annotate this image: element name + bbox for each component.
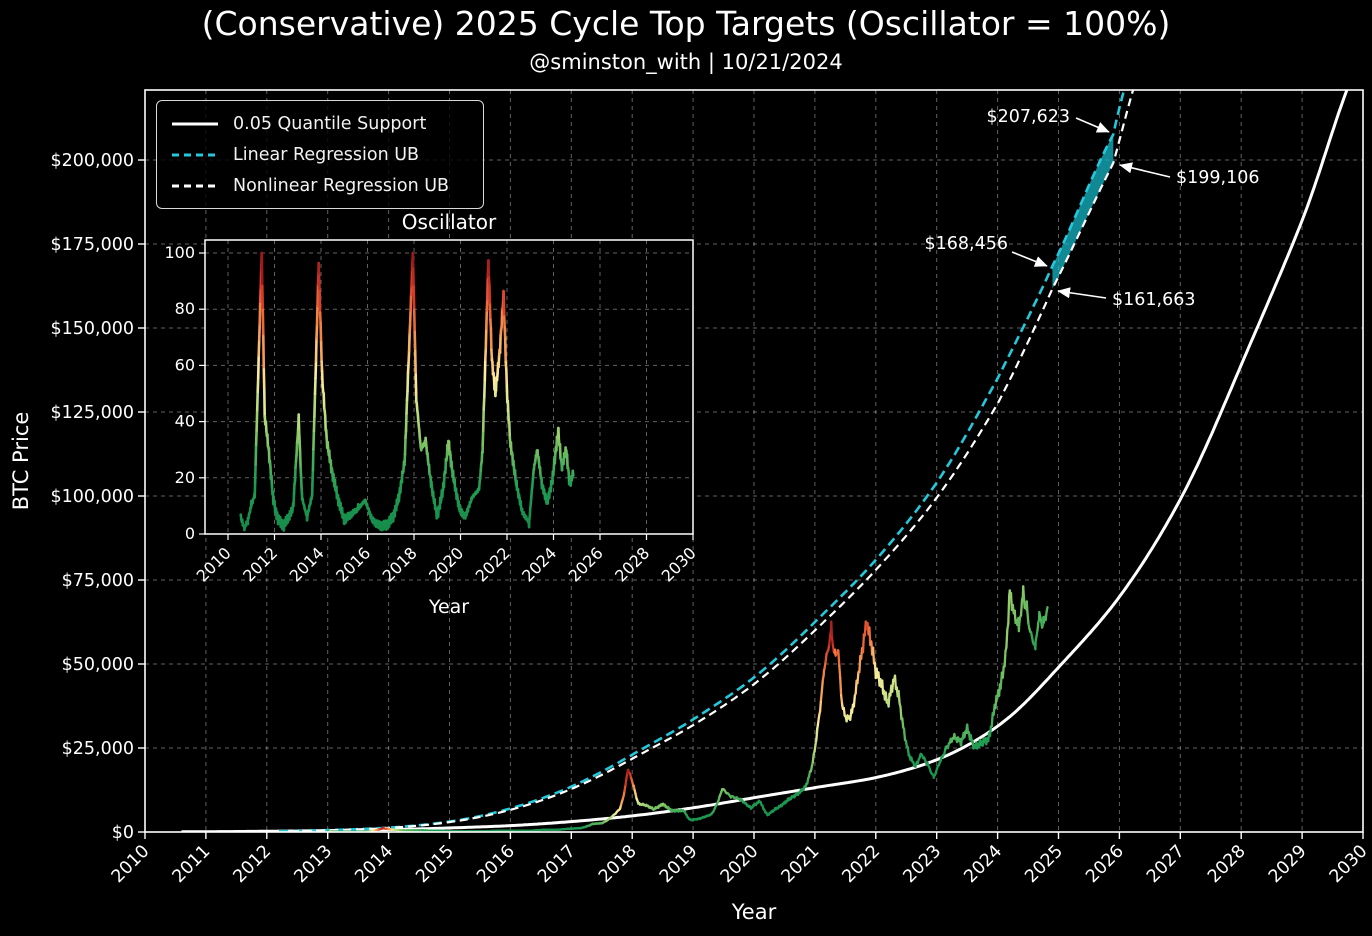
legend-item-label: 0.05 Quantile Support xyxy=(233,113,427,134)
inset-x-tick-label: 2012 xyxy=(239,543,281,585)
x-tick-label: 2022 xyxy=(839,841,885,887)
inset-y-tick-label: 60 xyxy=(175,355,195,374)
x-tick-label: 2027 xyxy=(1143,841,1189,887)
y-tick-label: $175,000 xyxy=(50,235,134,255)
x-tick-label: 2014 xyxy=(351,841,397,887)
target-band-fill xyxy=(1052,134,1114,289)
inset-x-tick-label: 2016 xyxy=(332,543,374,585)
x-tick-label: 2021 xyxy=(778,841,824,887)
y-axis-label: BTC Price xyxy=(9,412,33,511)
inset-x-tick-label: 2020 xyxy=(425,543,467,585)
annotation-label: $161,663 xyxy=(1112,290,1196,310)
y-tick-label: $150,000 xyxy=(50,319,134,339)
x-tick-label: 2025 xyxy=(1021,841,1067,887)
x-tick-label: 2030 xyxy=(1326,841,1372,887)
annotation-199106: $199,106 xyxy=(1119,162,1260,188)
annotation-168456: $168,456 xyxy=(924,234,1048,267)
y-tick-label: $200,000 xyxy=(50,151,134,171)
x-tick-label: 2012 xyxy=(230,841,276,887)
x-tick-label: 2016 xyxy=(473,841,519,887)
inset-title: Oscillator xyxy=(402,210,497,234)
legend-item-quantile: 0.05 Quantile Support xyxy=(171,108,473,139)
x-tick-label: 2028 xyxy=(1204,841,1250,887)
inset-y-tick-label: 40 xyxy=(175,412,195,431)
x-tick-label: 2017 xyxy=(534,841,580,887)
y-tick-label: $75,000 xyxy=(62,571,134,591)
inset-y-tick-label: 0 xyxy=(185,524,195,543)
y-tick-label: $125,000 xyxy=(50,403,134,423)
inset-frame xyxy=(204,239,694,535)
annotation-arrow xyxy=(1057,287,1107,299)
inset-x-axis-label: Year xyxy=(428,596,469,618)
x-tick-label: 2010 xyxy=(108,841,154,887)
legend-item-label: Nonlinear Regression UB xyxy=(233,175,450,196)
y-tick-label: $100,000 xyxy=(50,487,134,507)
x-tick-label: 2019 xyxy=(656,841,702,887)
legend-item-nonlinear-ub: Nonlinear Regression UB xyxy=(171,170,473,201)
legend-item-linear-ub: Linear Regression UB xyxy=(171,139,473,170)
x-tick-label: 2026 xyxy=(1082,841,1128,887)
inset-y-tick-label: 80 xyxy=(175,299,195,318)
x-tick-label: 2018 xyxy=(595,841,641,887)
inset-x-tick-label: 2014 xyxy=(286,543,328,585)
x-tick-label: 2023 xyxy=(900,841,946,887)
annotation-label: $199,106 xyxy=(1176,168,1260,188)
nonlinear-regression-ub-line xyxy=(291,90,1135,832)
x-tick-label: 2013 xyxy=(291,841,337,887)
annotation-arrow xyxy=(1075,117,1110,133)
y-tick-label: $25,000 xyxy=(62,739,134,759)
x-tick-label: 2011 xyxy=(169,841,215,887)
legend-line-dashed-white xyxy=(172,184,218,187)
annotation-207623: $207,623 xyxy=(986,107,1110,133)
annotation-161663: $161,663 xyxy=(1057,287,1196,310)
x-tick-label: 2029 xyxy=(1265,841,1311,887)
annotation-arrow xyxy=(1119,162,1171,178)
legend-line-dashed-cyan xyxy=(172,153,218,156)
annotation-label: $168,456 xyxy=(924,234,1008,254)
y-tick-label: $0 xyxy=(112,823,134,843)
annotation-label: $207,623 xyxy=(986,107,1070,127)
cycle-top-target-band xyxy=(1052,134,1114,289)
inset-x-tick-label: 2022 xyxy=(472,543,514,585)
legend-item-label: Linear Regression UB xyxy=(233,144,420,165)
chart-subtitle: @sminston_with | 10/21/2024 xyxy=(529,50,843,74)
x-axis-label: Year xyxy=(731,900,777,924)
inset-y-tick-label: 20 xyxy=(175,468,195,487)
annotation-arrow xyxy=(1011,251,1048,267)
inset-background xyxy=(205,240,693,534)
x-tick-label: 2015 xyxy=(412,841,458,887)
legend: 0.05 Quantile Support Linear Regression … xyxy=(156,100,484,209)
y-tick-label: $50,000 xyxy=(62,655,134,675)
x-tick-label: 2020 xyxy=(717,841,763,887)
x-tick-label: 2024 xyxy=(960,841,1006,887)
inset-y-tick-label: 100 xyxy=(164,243,195,262)
oscillator-line xyxy=(239,251,575,532)
inset-x-tick-label: 2024 xyxy=(518,543,560,585)
inset-x-tick-label: 2018 xyxy=(379,543,421,585)
oscillator-inset: 2010 2012 2014 2016 2018 2020 2022 2024 2026 2028… xyxy=(164,239,700,586)
chart-title: (Conservative) 2025 Cycle Top Targets (O… xyxy=(201,4,1171,43)
annotations: $207,623 $199,106 $168,456 $161,663 xyxy=(924,107,1259,310)
legend-line-solid-white xyxy=(172,122,218,125)
btc-price-line xyxy=(326,585,1049,832)
inset-x-tick-label: 2010 xyxy=(193,543,235,585)
